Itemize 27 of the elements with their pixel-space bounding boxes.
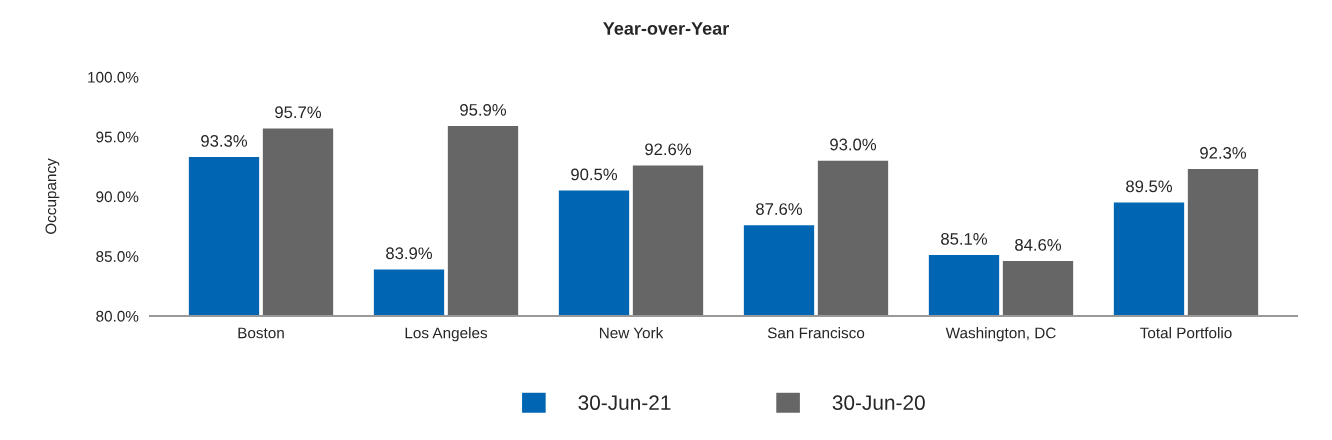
y-tick-label: 80.0% [96, 310, 139, 322]
y-tick-label: 100.0% [88, 71, 139, 83]
y-tick-label: 85.0% [96, 251, 139, 262]
x-tick-label: San Francisco [767, 327, 865, 339]
data-label: 85.1% [941, 233, 988, 245]
x-tick-label: Washington, DC [945, 327, 1056, 342]
data-label: 87.6% [756, 203, 803, 215]
data-label: 93.3% [201, 135, 248, 147]
data-label: 95.7% [275, 106, 322, 119]
data-label: 83.9% [386, 247, 433, 260]
y-tick-label: 95.0% [96, 131, 139, 143]
data-label: 84.6% [1015, 238, 1062, 251]
chart-title: Year-over-Year [603, 22, 729, 35]
data-label: 93.0% [830, 138, 877, 151]
y-tick-label: 90.0% [96, 191, 139, 203]
data-label: 92.3% [1200, 146, 1247, 159]
data-label: 92.6% [645, 143, 692, 156]
x-tick-label: New York [599, 327, 664, 339]
x-tick-label: Boston [238, 327, 284, 339]
x-tick-label: Total Portfolio [1140, 327, 1232, 339]
legend-label: 30-Jun-21 [578, 395, 671, 411]
data-label: 95.9% [460, 103, 507, 116]
legend-label: 30-Jun-20 [832, 395, 925, 411]
data-label: 90.5% [571, 168, 618, 181]
y-axis-title: Occupancy [45, 158, 60, 234]
x-tick-label: Los Angeles [405, 327, 488, 342]
data-label: 89.5% [1126, 180, 1173, 193]
